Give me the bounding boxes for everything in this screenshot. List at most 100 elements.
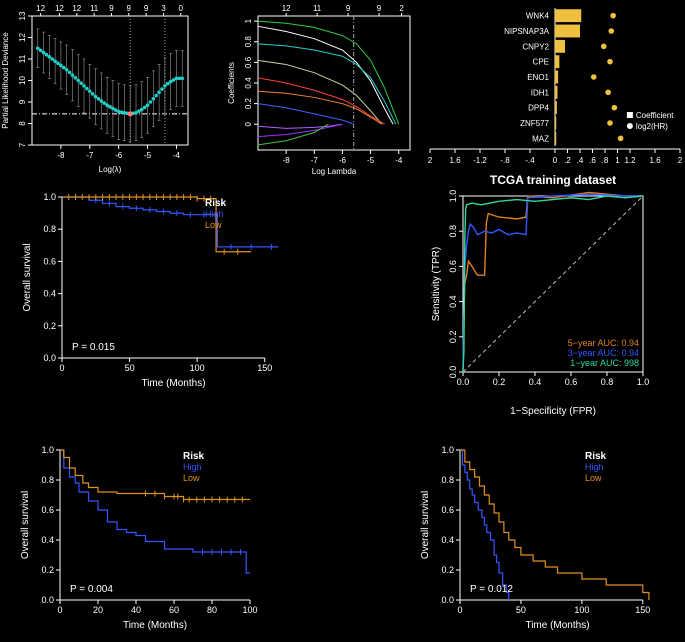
- cv-point: [116, 109, 121, 114]
- cv-point: [151, 96, 156, 101]
- x-tick-label: .4: [577, 156, 584, 165]
- cv-point: [59, 63, 63, 68]
- cv-point: [87, 89, 92, 94]
- x-tick-label: 2: [678, 156, 683, 165]
- x-tick-label: .2: [564, 156, 571, 165]
- y-tick-label: 0.6: [448, 260, 458, 273]
- x-tick-label: -8: [283, 156, 291, 165]
- km-training-chart: 0 50 100 150 0.0 0.2 0.4 0.6 0.8 1.0 Time (Months)…: [22, 192, 279, 389]
- auc-label: 1−year AUC: 998: [570, 358, 639, 368]
- path-s2: [257, 25, 394, 125]
- path-s6: [257, 90, 383, 125]
- top-tick-label: 3: [161, 4, 166, 13]
- cv-point: [148, 100, 153, 104]
- y-tick-label: 0.8: [448, 225, 458, 238]
- x-tick-label: -7: [311, 156, 319, 165]
- y-tick-label: 0.6: [41, 505, 54, 515]
- gene-label: CPE: [533, 58, 549, 67]
- coef-bar: [555, 101, 557, 115]
- y-tick-label: 12: [18, 33, 27, 42]
- cv-point: [119, 110, 124, 115]
- y-axis-title: Sensitivity (TPR): [431, 247, 442, 321]
- legend-low: Low: [205, 220, 222, 230]
- cv-point: [56, 61, 60, 66]
- coef-bar: [555, 39, 565, 53]
- x-tick-label: 1.0: [637, 377, 650, 387]
- x-tick-label: .8: [602, 156, 609, 165]
- roc-curve-3-year: [462, 193, 643, 373]
- x-tick-label: 60: [169, 605, 179, 615]
- y-tick-label: 0.4: [441, 535, 454, 545]
- x-tick-label: 50: [516, 605, 526, 615]
- x-tick-label: -5: [367, 156, 375, 165]
- coef-bar: [555, 55, 560, 69]
- gene-label: CNPY2: [522, 42, 549, 51]
- cv-point: [99, 99, 104, 103]
- gene-label: ZNF577: [520, 119, 549, 128]
- cv-point: [111, 106, 115, 111]
- hr-point: [617, 135, 624, 142]
- x-tick-label: -8: [57, 151, 65, 160]
- legend-high: High: [205, 209, 224, 219]
- legend-title: Risk: [205, 198, 227, 209]
- cv-point: [113, 108, 118, 112]
- x-tick-label: -4: [173, 151, 181, 160]
- cv-point: [35, 46, 40, 51]
- cv-point: [47, 55, 52, 59]
- x-axis-title: Log Lambda: [312, 167, 357, 176]
- cv-point: [180, 76, 185, 81]
- cv-point: [93, 94, 98, 99]
- hr-point: [608, 28, 615, 34]
- x-tick-label: 40: [131, 605, 141, 615]
- y-tick-label: 9: [18, 99, 27, 104]
- x-tick-label: 0: [59, 363, 64, 373]
- roc-chart: TCGA training dataset 0.0 0.2 0.4 0.6 0.8 1.0 0…: [431, 173, 650, 417]
- top-tick-label: 0: [179, 4, 184, 13]
- coef-bar: [555, 131, 557, 145]
- top-tick-label: 9: [127, 4, 132, 13]
- x-tick-label: -5: [144, 151, 152, 160]
- cv-point: [76, 78, 81, 83]
- coef-bar: [555, 116, 557, 130]
- y-tick-label: 0.4: [244, 77, 253, 89]
- path-s10: [257, 123, 329, 146]
- y-tick-label: 0.6: [441, 505, 454, 515]
- x-tick-label: 0.0: [457, 377, 470, 387]
- y-axis-title: Overall survival: [20, 491, 31, 559]
- cv-point: [64, 67, 69, 72]
- x-tick-label: 0.8: [601, 377, 614, 387]
- y-tick-label: 0.8: [41, 475, 54, 485]
- gene-label: IDH1: [531, 88, 550, 97]
- y-tick-label: 0.8: [43, 224, 56, 234]
- path-s9: [257, 123, 343, 138]
- x-tick-label: -7: [86, 151, 94, 160]
- x-tick-label: 150: [635, 605, 650, 615]
- x-axis-title: Time (Months): [141, 378, 205, 389]
- legend-hr: log2(HR): [636, 122, 668, 131]
- top-tick-label: 11: [313, 4, 322, 13]
- x-tick-label: 150: [257, 363, 272, 373]
- path-s1: [257, 20, 400, 125]
- auc-label: 5−year AUC: 0.94: [568, 338, 639, 348]
- x-tick-label: 0: [57, 605, 62, 615]
- x-tick-label: 100: [242, 605, 257, 615]
- km-curve-low: [460, 449, 650, 600]
- path-s4: [257, 59, 383, 125]
- y-tick-label: 0.2: [43, 321, 56, 331]
- top-tick-label: 2: [399, 4, 404, 13]
- cv-point: [82, 84, 86, 88]
- y-tick-label: 0.2: [448, 331, 458, 344]
- cv-point: [105, 103, 109, 108]
- y-tick-label: 0.6: [244, 56, 253, 68]
- legend-title: Risk: [585, 451, 607, 462]
- x-tick-label: 100: [190, 363, 205, 373]
- cv-point: [44, 52, 49, 57]
- x-tick-label: 50: [125, 363, 135, 373]
- gene-label: WNK4: [526, 12, 550, 21]
- top-tick-label: 12: [36, 4, 45, 13]
- cv-deviance-chart: -8 -7 -6 -5 -4 7 8 9 10 11 12 13 Log(λ) Partial Likel…: [1, 4, 189, 174]
- y-tick-label: 0.2: [41, 565, 54, 575]
- cv-point: [102, 101, 107, 105]
- x-tick-label: 80: [207, 605, 217, 615]
